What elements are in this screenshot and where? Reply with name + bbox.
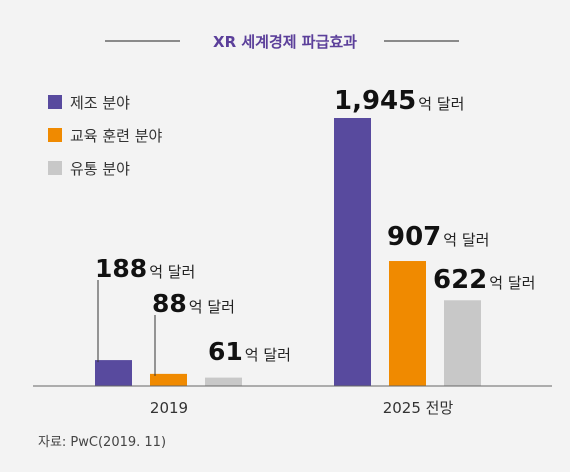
x-tick-2019: 2019 (150, 399, 188, 417)
x-tick-2025: 2025 전망 (383, 399, 454, 417)
chart-title: XR 세계경제 파급효과 (213, 33, 357, 51)
legend-swatch-manufacturing (48, 95, 62, 109)
legend-label-education: 교육 훈련 분야 (70, 127, 163, 145)
bar-retail-2025 (444, 300, 481, 386)
value-label-retail-2025: 622 억 달러 (433, 265, 535, 295)
bar-manufacturing-2025 (334, 118, 371, 386)
bar-education-2019 (150, 373, 187, 386)
value-label-education-2019: 88 억 달러 (152, 289, 235, 318)
bars-group (95, 118, 481, 386)
value-label-manufacturing-2025: 1,945 억 달러 (334, 86, 464, 116)
value-labels-group: 188 억 달러 1,945 억 달러 88 억 달러 907 억 달러 61 억 달러 622 억 … (95, 86, 535, 376)
bar-retail-2019 (205, 377, 242, 386)
value-label-retail-2019: 61 억 달러 (208, 337, 291, 366)
legend-swatch-education (48, 128, 62, 142)
value-label-education-2025: 907 억 달러 (387, 222, 489, 252)
bar-manufacturing-2019 (95, 360, 132, 386)
value-label-manufacturing-2019: 188 억 달러 (95, 254, 195, 283)
legend-label-manufacturing: 제조 분야 (70, 94, 130, 112)
legend-swatch-retail (48, 161, 62, 175)
legend: 제조 분야 교육 훈련 분야 유통 분야 (48, 94, 163, 178)
bar-education-2025 (389, 261, 426, 386)
source-note: 자료: PwC(2019. 11) (38, 435, 166, 450)
legend-label-retail: 유통 분야 (70, 160, 130, 178)
